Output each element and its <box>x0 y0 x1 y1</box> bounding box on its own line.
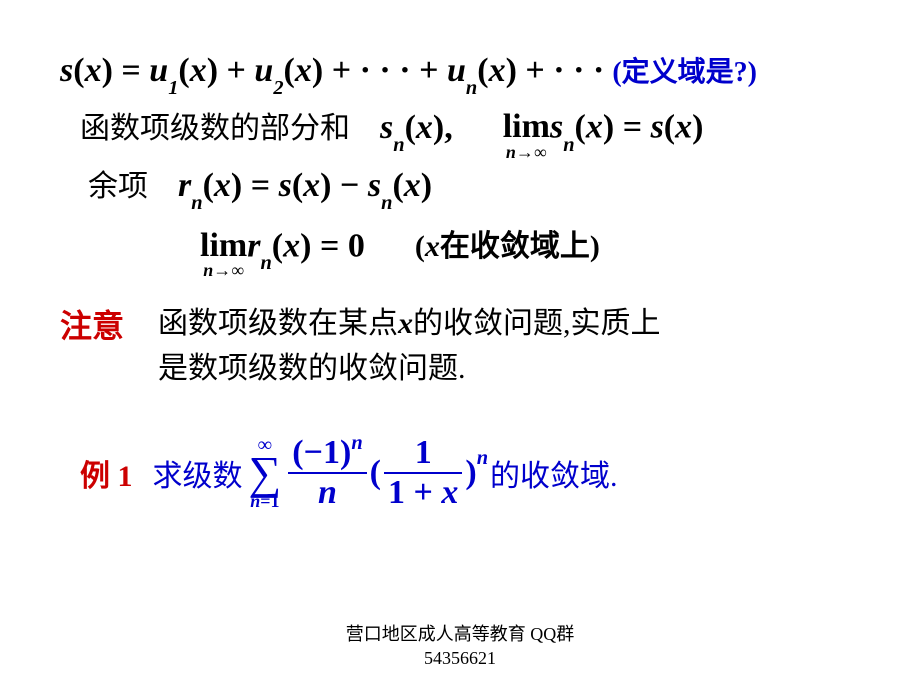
partial-sum-sn: sn(x), <box>380 109 453 152</box>
equation-line-4: lim n→∞ rn(x) = 0 (x在收敛域上) <box>200 221 860 273</box>
convergence-domain-note: (x在收敛域上) <box>415 221 600 265</box>
fraction-1: (−1)n n <box>288 436 366 510</box>
footer: 营口地区成人高等教育 QQ群 54356621 <box>0 623 920 670</box>
equation-line-1: s(x) = u1(x) + u2(x) + · · · + un(x) + ·… <box>60 50 860 95</box>
remainder-expression: rn(x) = s(x) − sn(x) <box>178 167 432 210</box>
equation-line-3: 余项 rn(x) = s(x) − sn(x) <box>88 161 860 210</box>
equation-line-2: 函数项级数的部分和 sn(x), lim n→∞ sn(x) = s(x) <box>80 103 860 155</box>
example-block: 例 1 求级数 ∞ ∑ n=1 (−1)n n ( 1 1 + x )n 的收敛… <box>80 435 860 510</box>
example-suffix: 的收敛域. <box>490 451 618 495</box>
example-formula: ∞ ∑ n=1 (−1)n n ( 1 1 + x )n <box>245 435 489 510</box>
note-label: 注意 <box>60 301 124 347</box>
slide-content: s(x) = u1(x) + u2(x) + · · · + un(x) + ·… <box>0 0 920 510</box>
example-label: 例 1 <box>80 451 133 495</box>
footer-line-2: 54356621 <box>0 647 920 670</box>
note-text: 函数项级数在某点x的收敛问题,实质上 是数项级数的收敛问题. <box>158 301 661 391</box>
partial-sum-label: 函数项级数的部分和 <box>80 103 350 147</box>
remainder-label: 余项 <box>88 161 148 205</box>
limit-remainder: lim n→∞ rn(x) = 0 <box>200 224 365 273</box>
series-definition: s(x) = u1(x) + u2(x) + · · · + un(x) + ·… <box>60 52 604 95</box>
domain-question: (定义域是?) <box>612 50 757 90</box>
note-block: 注意 函数项级数在某点x的收敛问题,实质上 是数项级数的收敛问题. <box>60 301 860 391</box>
fraction-2: 1 1 + x <box>384 436 462 510</box>
limit-expression: lim n→∞ sn(x) = s(x) <box>503 105 704 154</box>
sigma-sum: ∞ ∑ n=1 <box>249 435 282 510</box>
limit-operator-2: lim n→∞ <box>200 230 247 279</box>
footer-line-1: 营口地区成人高等教育 QQ群 <box>0 623 920 646</box>
limit-operator: lim n→∞ <box>503 111 550 160</box>
example-prefix: 求级数 <box>153 451 243 495</box>
